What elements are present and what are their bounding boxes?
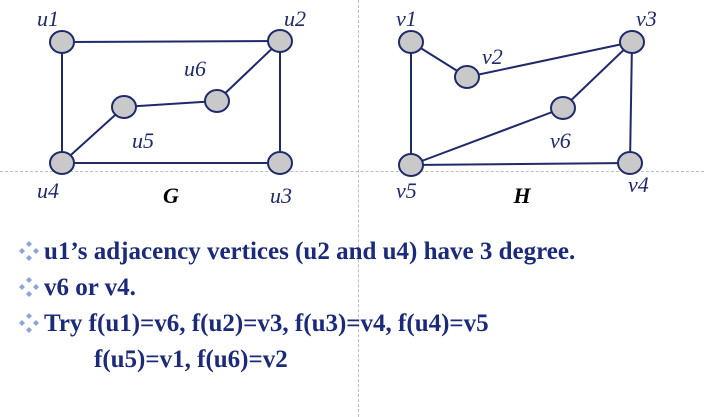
- bullet-list: u1’s adjacency vertices (u2 and u4) have…: [18, 234, 698, 378]
- vertical-guide-line: [358, 0, 359, 417]
- vertex-label-v6: v6: [550, 128, 571, 153]
- vertex-v5: [398, 153, 424, 177]
- vertex-label-u6: u6: [184, 56, 206, 81]
- edge-v2-v3: [466, 41, 633, 78]
- vertex-label-v1: v1: [396, 6, 417, 31]
- vertex-u4: [49, 151, 75, 175]
- vertex-label-v2: v2: [482, 44, 503, 69]
- bullet-continuation: f(u5)=v1, f(u6)=v2: [18, 342, 698, 378]
- vertex-v6: [550, 96, 576, 120]
- edge-v3-v6: [562, 41, 633, 109]
- bullet-text: u1’s adjacency vertices (u2 and u4) have…: [44, 238, 576, 265]
- vertex-label-u3: u3: [270, 183, 292, 208]
- edge-v3-v4: [629, 41, 633, 164]
- diamond-bullet-icon: [19, 241, 39, 261]
- vertex-u3: [267, 151, 293, 175]
- edge-u1-u2: [61, 40, 281, 43]
- bullet-text: v6 or v4.: [44, 274, 136, 301]
- vertex-u6: [204, 89, 230, 113]
- edge-u2-u6: [216, 40, 281, 102]
- bullet-item: u1’s adjacency vertices (u2 and u4) have…: [18, 234, 698, 270]
- graph-name-G: G: [163, 183, 179, 208]
- edge-v4-v5: [410, 162, 631, 166]
- graph-name-H: H: [512, 183, 531, 208]
- diamond-bullet-icon: [19, 277, 39, 297]
- vertex-v3: [619, 30, 645, 54]
- vertex-label-u1: u1: [37, 6, 59, 31]
- bullet-item: v6 or v4.: [18, 270, 698, 306]
- bullet-item: Try f(u1)=v6, f(u2)=v3, f(u3)=v4, f(u4)=…: [18, 306, 698, 342]
- vertex-u2: [267, 29, 293, 53]
- vertex-label-u5: u5: [132, 128, 154, 153]
- horizontal-guide-line: [0, 171, 704, 172]
- vertex-label-v3: v3: [636, 6, 657, 31]
- vertex-label-v5: v5: [396, 178, 417, 203]
- vertex-label-u2: u2: [284, 6, 306, 31]
- vertex-v4: [617, 151, 643, 175]
- diamond-bullet-icon: [19, 313, 39, 333]
- vertex-v1: [398, 30, 424, 54]
- vertex-v2: [454, 65, 480, 89]
- edge-v5-v6: [410, 107, 564, 166]
- vertex-label-u4: u4: [37, 178, 59, 203]
- vertex-u5: [111, 95, 137, 119]
- continuation-text: f(u5)=v1, f(u6)=v2: [94, 346, 288, 373]
- edge-u5-u6: [123, 100, 218, 108]
- vertex-u1: [49, 30, 75, 54]
- edge-u4-u5: [61, 106, 125, 164]
- bullet-text: Try f(u1)=v6, f(u2)=v3, f(u3)=v4, f(u4)=…: [44, 310, 489, 337]
- vertex-label-v4: v4: [628, 172, 649, 197]
